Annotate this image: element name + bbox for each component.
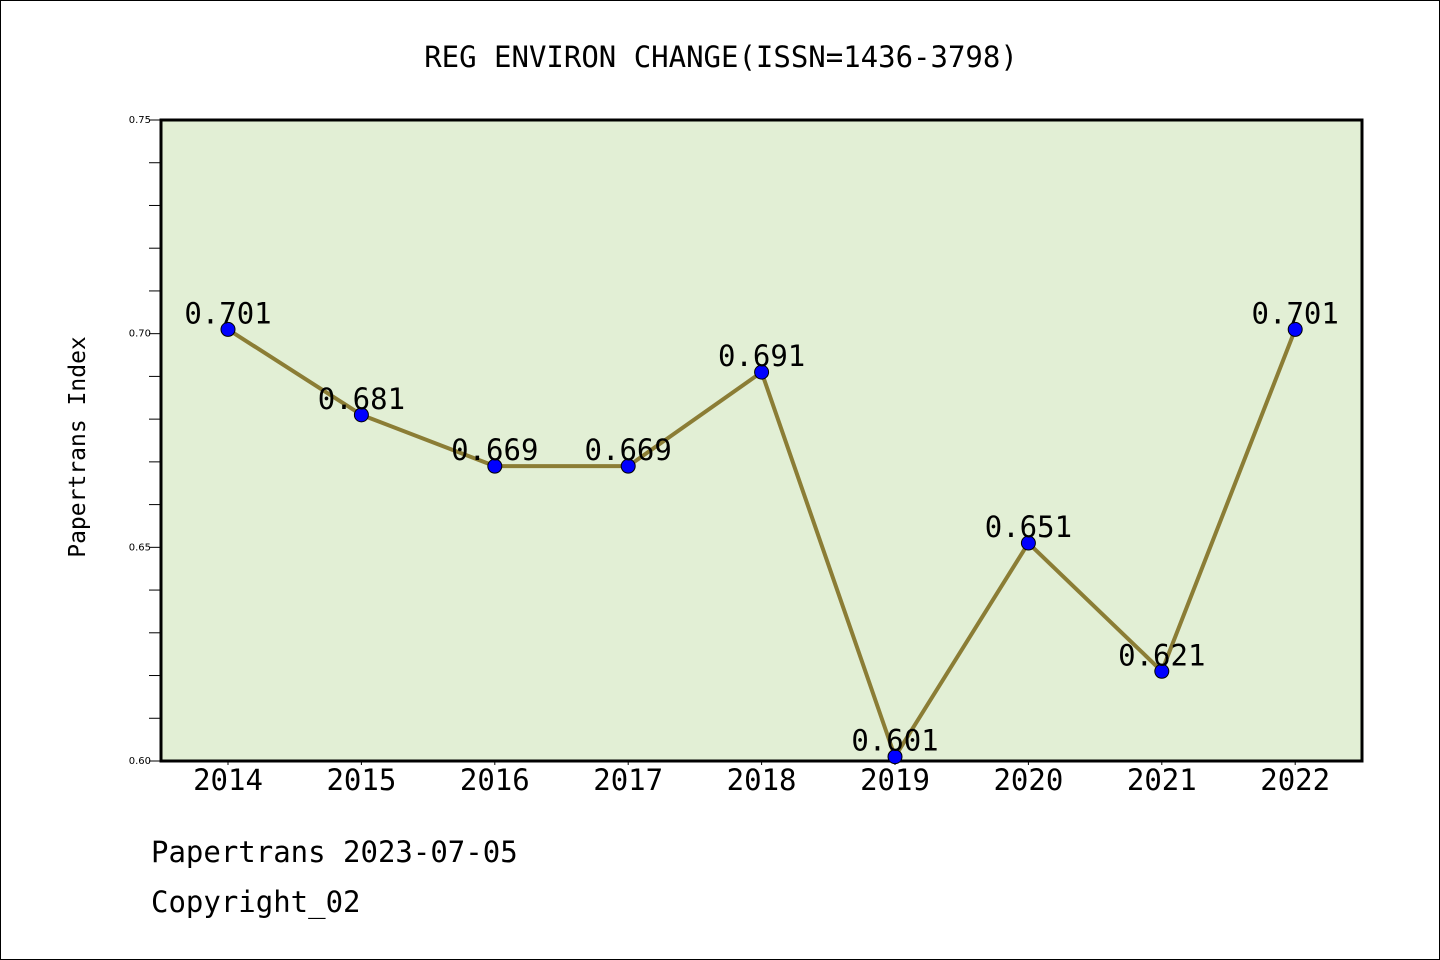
x-tick-label: 2014 xyxy=(193,763,263,797)
x-tick-label: 2020 xyxy=(993,763,1063,797)
y-axis-label: Papertrans Index xyxy=(65,336,91,558)
x-axis-ticks: 2014 2015 2016 2017 2018 2019 2020 2021 2022 xyxy=(193,761,1330,797)
data-point-marker xyxy=(887,749,903,765)
data-label: 0.601 xyxy=(851,724,938,758)
data-point-marker xyxy=(1287,321,1303,337)
data-point-marker xyxy=(1020,535,1036,551)
x-tick-label: 2017 xyxy=(593,763,663,797)
data-label: 0.669 xyxy=(451,433,538,467)
data-series xyxy=(220,321,1303,765)
data-label: 0.691 xyxy=(718,339,805,373)
y-tick-label: 0.75 xyxy=(129,115,151,126)
y-tick-label: 0.65 xyxy=(129,542,151,553)
x-tick-label: 2015 xyxy=(326,763,396,797)
x-tick-label: 2021 xyxy=(1127,763,1197,797)
data-label: 0.669 xyxy=(585,433,672,467)
data-point-marker xyxy=(487,458,503,474)
data-point-marker xyxy=(353,407,369,423)
y-tick-label: 0.60 xyxy=(129,756,151,767)
data-point-marker xyxy=(620,458,636,474)
x-tick-label: 2018 xyxy=(727,763,797,797)
x-tick-label: 2019 xyxy=(860,763,930,797)
data-label: 0.681 xyxy=(318,382,405,416)
data-label: 0.621 xyxy=(1118,638,1205,672)
y-tick-label: 0.70 xyxy=(129,329,151,340)
y-axis-ticks: 0.60 0.65 0.70 0.75 xyxy=(129,115,161,767)
chart-title: REG ENVIRON CHANGE(ISSN=1436-3798) xyxy=(424,40,1018,74)
footer-source-date: Papertrans 2023-07-05 xyxy=(151,835,518,869)
data-label: 0.701 xyxy=(1252,296,1339,330)
x-tick-label: 2022 xyxy=(1260,763,1330,797)
footer-copyright: Copyright_02 xyxy=(151,885,361,919)
data-labels: 0.701 0.681 0.669 0.669 0.691 0.601 0.651 0.621… xyxy=(184,296,1339,757)
data-point-marker xyxy=(1154,663,1170,679)
data-point-marker xyxy=(220,321,236,337)
data-point-marker xyxy=(754,364,770,380)
data-label: 0.701 xyxy=(184,296,271,330)
data-label: 0.651 xyxy=(985,510,1072,544)
x-tick-label: 2016 xyxy=(460,763,530,797)
plot-area xyxy=(159,118,1364,763)
